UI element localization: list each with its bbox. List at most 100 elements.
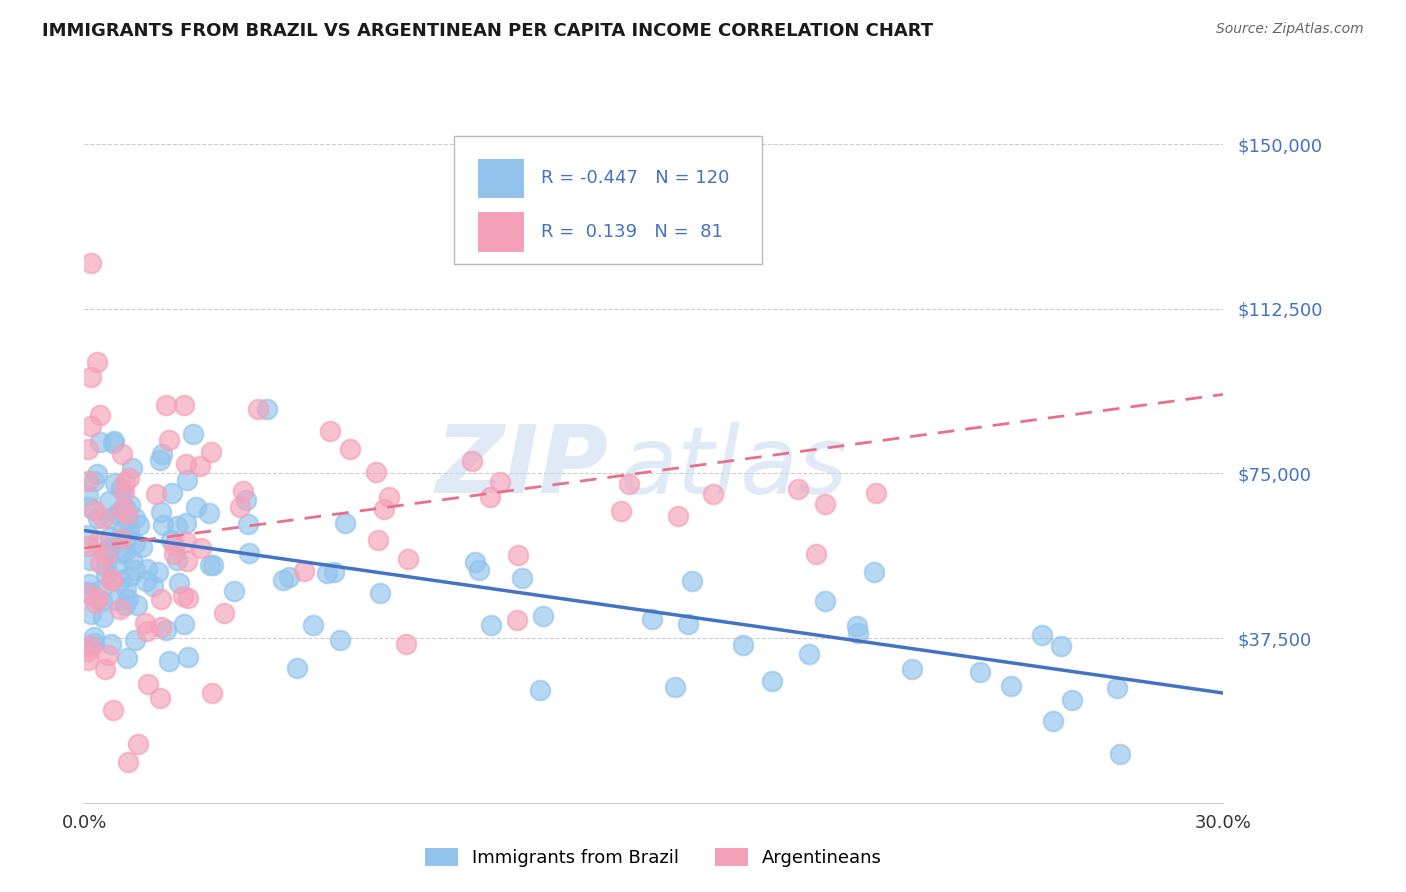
Point — [378, 490, 401, 504]
Point — [481, 618, 503, 632]
Text: R = -0.447   N = 120: R = -0.447 N = 120 — [541, 169, 730, 187]
Point — [118, 523, 141, 537]
Point — [464, 555, 486, 569]
Point — [97, 494, 120, 508]
Point — [682, 574, 704, 588]
Point — [114, 599, 136, 613]
Point — [114, 544, 136, 558]
Point — [77, 653, 100, 667]
Point — [118, 498, 141, 512]
Point — [969, 665, 991, 679]
Point — [124, 511, 146, 525]
Point — [271, 573, 294, 587]
Point — [114, 475, 136, 489]
Point — [508, 548, 530, 562]
Point — [98, 530, 121, 544]
Point — [83, 595, 105, 609]
Point — [110, 602, 132, 616]
Point — [124, 633, 146, 648]
Point — [79, 639, 101, 653]
Point — [163, 537, 186, 551]
Point — [80, 607, 103, 622]
Text: R =  0.139   N =  81: R = 0.139 N = 81 — [541, 223, 723, 241]
Point — [222, 583, 245, 598]
Point — [94, 559, 117, 574]
Point — [174, 516, 197, 530]
Point — [232, 484, 254, 499]
Point — [173, 616, 195, 631]
Point — [731, 638, 754, 652]
Point — [80, 419, 103, 434]
Point — [77, 442, 100, 457]
Point — [160, 533, 183, 547]
Point — [329, 632, 352, 647]
Point — [111, 482, 134, 496]
Point — [316, 566, 339, 580]
Point — [150, 591, 173, 606]
Point — [319, 424, 342, 438]
Point — [787, 482, 810, 496]
Text: Source: ZipAtlas.com: Source: ZipAtlas.com — [1216, 22, 1364, 37]
Point — [468, 563, 491, 577]
Point — [105, 508, 128, 522]
Point — [127, 598, 149, 612]
Point — [77, 528, 100, 542]
Point — [97, 648, 120, 662]
Point — [247, 402, 270, 417]
Point — [149, 453, 172, 467]
Legend: Immigrants from Brazil, Argentineans: Immigrants from Brazil, Argentineans — [418, 840, 890, 874]
Point — [510, 571, 533, 585]
Point — [201, 686, 224, 700]
Point — [1049, 640, 1071, 654]
Point — [89, 435, 111, 450]
Point — [167, 576, 190, 591]
Point — [115, 512, 138, 526]
FancyBboxPatch shape — [478, 212, 524, 252]
Point — [87, 511, 110, 525]
FancyBboxPatch shape — [454, 136, 762, 264]
Point — [166, 553, 188, 567]
Point — [368, 586, 391, 600]
Point — [87, 533, 110, 548]
Point — [150, 505, 173, 519]
Point — [177, 650, 200, 665]
Point — [197, 506, 219, 520]
Point — [79, 370, 101, 384]
Point — [101, 435, 124, 450]
Point — [184, 500, 207, 514]
Point — [339, 442, 361, 456]
Point — [302, 617, 325, 632]
Point — [121, 461, 143, 475]
Text: ZIP: ZIP — [436, 421, 609, 514]
Point — [77, 644, 100, 658]
Point — [77, 584, 100, 599]
Text: atlas: atlas — [620, 422, 848, 513]
Point — [87, 591, 110, 605]
Point — [86, 355, 108, 369]
Point — [111, 502, 134, 516]
Point — [200, 558, 222, 573]
Point — [174, 535, 197, 549]
Point — [79, 577, 101, 591]
Point — [489, 475, 512, 489]
Point — [367, 533, 389, 548]
Point — [98, 540, 121, 554]
Point — [121, 553, 143, 567]
Point — [256, 402, 278, 417]
Point — [278, 570, 301, 584]
Point — [235, 493, 257, 508]
Point — [814, 497, 837, 511]
Point — [323, 565, 346, 579]
Point — [110, 532, 132, 546]
Point — [114, 581, 136, 595]
Point — [160, 486, 183, 500]
Point — [93, 511, 115, 525]
Point — [1000, 679, 1022, 693]
Point — [98, 510, 121, 524]
Point — [666, 509, 689, 524]
Point — [83, 474, 105, 488]
Point — [174, 458, 197, 472]
Point — [901, 662, 924, 676]
Point — [395, 637, 418, 651]
Point — [238, 516, 260, 531]
